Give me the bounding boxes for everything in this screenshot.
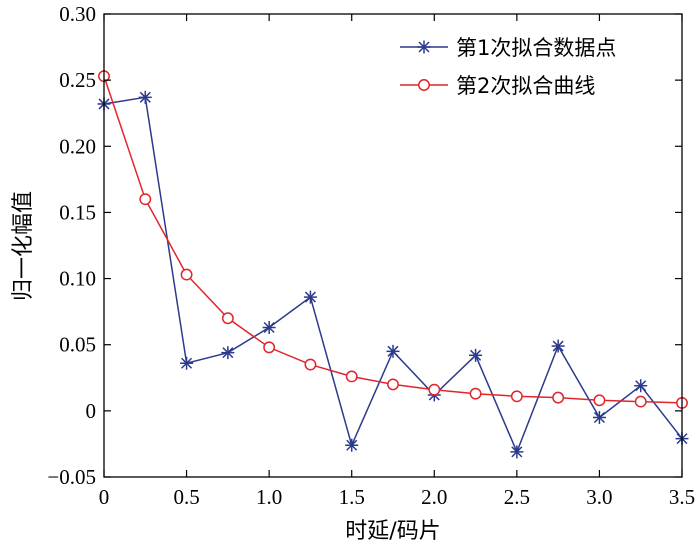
series-1-point-d2 — [387, 345, 399, 357]
y-tick-label: 0.05 — [59, 333, 96, 357]
x-axis-title: 时延/码片 — [345, 519, 440, 544]
series-1-point-d2 — [346, 439, 358, 451]
plot-marks — [97, 70, 689, 459]
x-tick-label: 1.5 — [339, 485, 365, 509]
y-tick-label: 0 — [86, 399, 97, 423]
y-axis-title: 归一化幅值 — [11, 191, 36, 301]
series-2-point — [221, 312, 234, 325]
y-tick-label: −0.05 — [47, 465, 96, 489]
y-tick-label: 0.30 — [59, 2, 96, 26]
x-tick-label: 2.0 — [421, 485, 447, 509]
series-1-point — [551, 339, 565, 353]
series-1-point-d2 — [511, 446, 523, 458]
series-2-point — [304, 358, 317, 371]
x-tick-label: 1.0 — [256, 485, 282, 509]
series-1-point-d2 — [263, 321, 275, 334]
x-tick-label: 3.0 — [586, 485, 612, 509]
series-1-point — [592, 410, 606, 424]
series-2-point — [428, 383, 441, 396]
series-2-point — [139, 193, 152, 206]
series-2-point — [552, 391, 565, 404]
series-1-point — [262, 321, 276, 335]
series-2-point — [510, 390, 523, 403]
series-1-point — [180, 356, 194, 370]
series-1-point-d2 — [139, 91, 151, 103]
series-1-point — [634, 379, 648, 393]
series-1-point-d2 — [304, 291, 316, 303]
series-1-point-d2 — [470, 349, 482, 361]
series-2-point — [345, 370, 358, 383]
series-2-point — [263, 341, 276, 354]
series-2-point — [180, 268, 193, 281]
series-2-point — [593, 394, 606, 407]
y-tick-label: 0.10 — [59, 267, 96, 291]
legend-marker-1-d2 — [418, 41, 430, 53]
series-1-point — [138, 90, 152, 104]
x-tick-label: 3.5 — [669, 485, 695, 509]
series-1-point-d2 — [635, 380, 647, 392]
x-tick-label: 0 — [99, 485, 110, 509]
series-1-point — [221, 346, 235, 360]
series-1-point-d2 — [552, 340, 564, 352]
series-1-point-d2 — [222, 347, 234, 359]
y-tick-label: 0.25 — [59, 68, 96, 92]
series-1-point-d2 — [593, 411, 605, 424]
series-1-point — [303, 290, 317, 304]
series-1-point — [386, 344, 400, 358]
series-1-point — [345, 438, 359, 452]
legend-label-1: 第1次拟合数据点 — [456, 36, 616, 60]
series-2-point — [387, 378, 399, 391]
plot-frame — [103, 13, 683, 478]
y-tick-label: 0.15 — [59, 200, 96, 224]
axis-ticks: 0 0.5 1.0 1.5 2.0 2.5 3.0 3.5−0.0500.050.100.15… — [47, 2, 695, 509]
legend-marker-1 — [417, 40, 431, 54]
legend-marker-2 — [418, 79, 430, 91]
x-tick-label: 0.5 — [173, 485, 199, 509]
series-1-point-d2 — [181, 357, 193, 369]
y-tick-label: 0.20 — [59, 134, 96, 158]
series-2-point — [634, 395, 647, 408]
series-1-point — [469, 348, 483, 362]
series-2-point — [469, 387, 482, 400]
series-1-point — [510, 445, 524, 459]
legend-label-2: 第2次拟合曲线 — [456, 74, 595, 98]
x-tick-label: 2.5 — [504, 485, 530, 509]
